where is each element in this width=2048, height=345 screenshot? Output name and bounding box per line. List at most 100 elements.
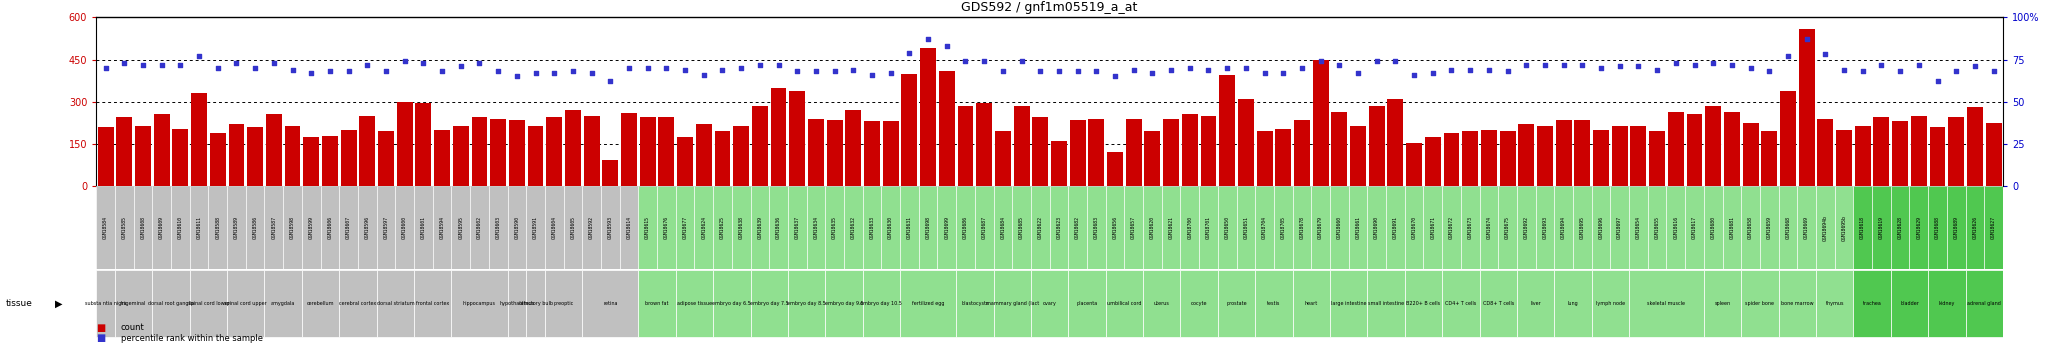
Bar [1425,137,1440,186]
Point [1884,69,1917,74]
Point [1229,65,1262,71]
Bar [117,117,133,186]
Bar [750,186,770,269]
Text: GSM18681: GSM18681 [1729,216,1735,239]
Text: tissue: tissue [6,299,33,308]
Text: GSM18605: GSM18605 [571,216,575,239]
Bar [358,116,375,186]
Bar [152,270,190,337]
Text: GSM18680: GSM18680 [1710,216,1716,239]
Point [1118,67,1151,72]
Bar [752,106,768,186]
Text: GSM18686: GSM18686 [963,216,969,239]
Bar [1145,131,1161,186]
Text: GSM18618: GSM18618 [1860,216,1866,239]
Point [1341,70,1374,76]
Bar [1948,186,1966,269]
Text: spinal cord upper: spinal cord upper [225,301,266,306]
Bar [1481,130,1497,186]
Point [90,65,123,71]
Bar [115,186,133,269]
Point [481,69,514,74]
Bar [1911,116,1927,186]
Bar [659,117,674,186]
Bar [825,186,844,269]
Point [109,60,141,66]
Bar [993,270,1030,337]
Point [1827,67,1860,72]
Bar [807,186,825,269]
Bar [115,270,152,337]
Bar [1630,126,1647,186]
Bar [1030,270,1069,337]
Bar [1087,119,1104,186]
Text: GSM18606: GSM18606 [328,216,332,239]
Bar [1311,186,1329,269]
Bar [1518,124,1534,186]
Point [1698,60,1731,66]
Bar [471,117,487,186]
Text: CD8+ T cells: CD8+ T cells [1483,301,1513,306]
Text: GSM18655: GSM18655 [1655,216,1659,239]
Point [649,65,682,71]
Text: uterus: uterus [1153,301,1169,306]
Bar [451,270,508,337]
Text: GSM18693: GSM18693 [1542,216,1548,239]
Point [276,67,309,72]
Bar [1591,270,1628,337]
Bar [432,186,451,269]
Bar [1874,117,1890,186]
Point [1006,58,1038,64]
Text: skeletal muscle: skeletal muscle [1647,301,1686,306]
Text: GSM18687: GSM18687 [981,216,987,239]
Bar [1704,186,1722,269]
Bar [1313,59,1329,186]
Bar [1032,117,1049,186]
Text: GSM18630: GSM18630 [889,216,893,239]
Bar [1479,270,1518,337]
Text: kidney: kidney [1939,301,1956,306]
Bar [1386,186,1405,269]
Point [1473,67,1505,72]
Point [1939,69,1972,74]
Point [819,69,852,74]
Text: bone marrow: bone marrow [1782,301,1815,306]
Bar [1163,119,1180,186]
Text: bladder: bladder [1901,301,1919,306]
Bar [377,270,414,337]
Bar [1853,270,1890,337]
Bar [377,186,395,269]
Text: lymph node: lymph node [1595,301,1624,306]
Point [1137,70,1169,76]
Text: GSM18601: GSM18601 [422,216,426,239]
Text: GSM18689: GSM18689 [1954,216,1958,239]
Bar [1628,186,1649,269]
Bar [1407,142,1421,186]
Bar [731,186,750,269]
Text: GSM18626: GSM18626 [1972,216,1978,239]
Bar [508,186,526,269]
Text: large intestine: large intestine [1331,301,1366,306]
Text: GSM18637: GSM18637 [795,216,801,239]
Point [948,58,981,64]
Point [426,69,459,74]
Text: GSM18672: GSM18672 [1450,216,1454,239]
Bar [1237,186,1255,269]
Bar [844,186,862,269]
Text: retina: retina [602,301,618,306]
Text: GSM18633: GSM18633 [870,216,874,239]
Text: GSM18588: GSM18588 [215,216,221,239]
Text: GSM18696: GSM18696 [1599,216,1604,239]
Bar [1423,186,1442,269]
Bar [1591,186,1610,269]
Bar [1853,186,1872,269]
Text: GSM18625: GSM18625 [721,216,725,239]
Text: GSM18623: GSM18623 [1057,216,1061,239]
Text: GSM18592: GSM18592 [590,216,594,239]
Text: blastocysts: blastocysts [961,301,989,306]
Point [1735,65,1767,71]
Bar [190,186,209,269]
Text: embryo day 8.5: embryo day 8.5 [786,301,825,306]
Bar [1200,116,1217,186]
Bar [1106,186,1124,269]
